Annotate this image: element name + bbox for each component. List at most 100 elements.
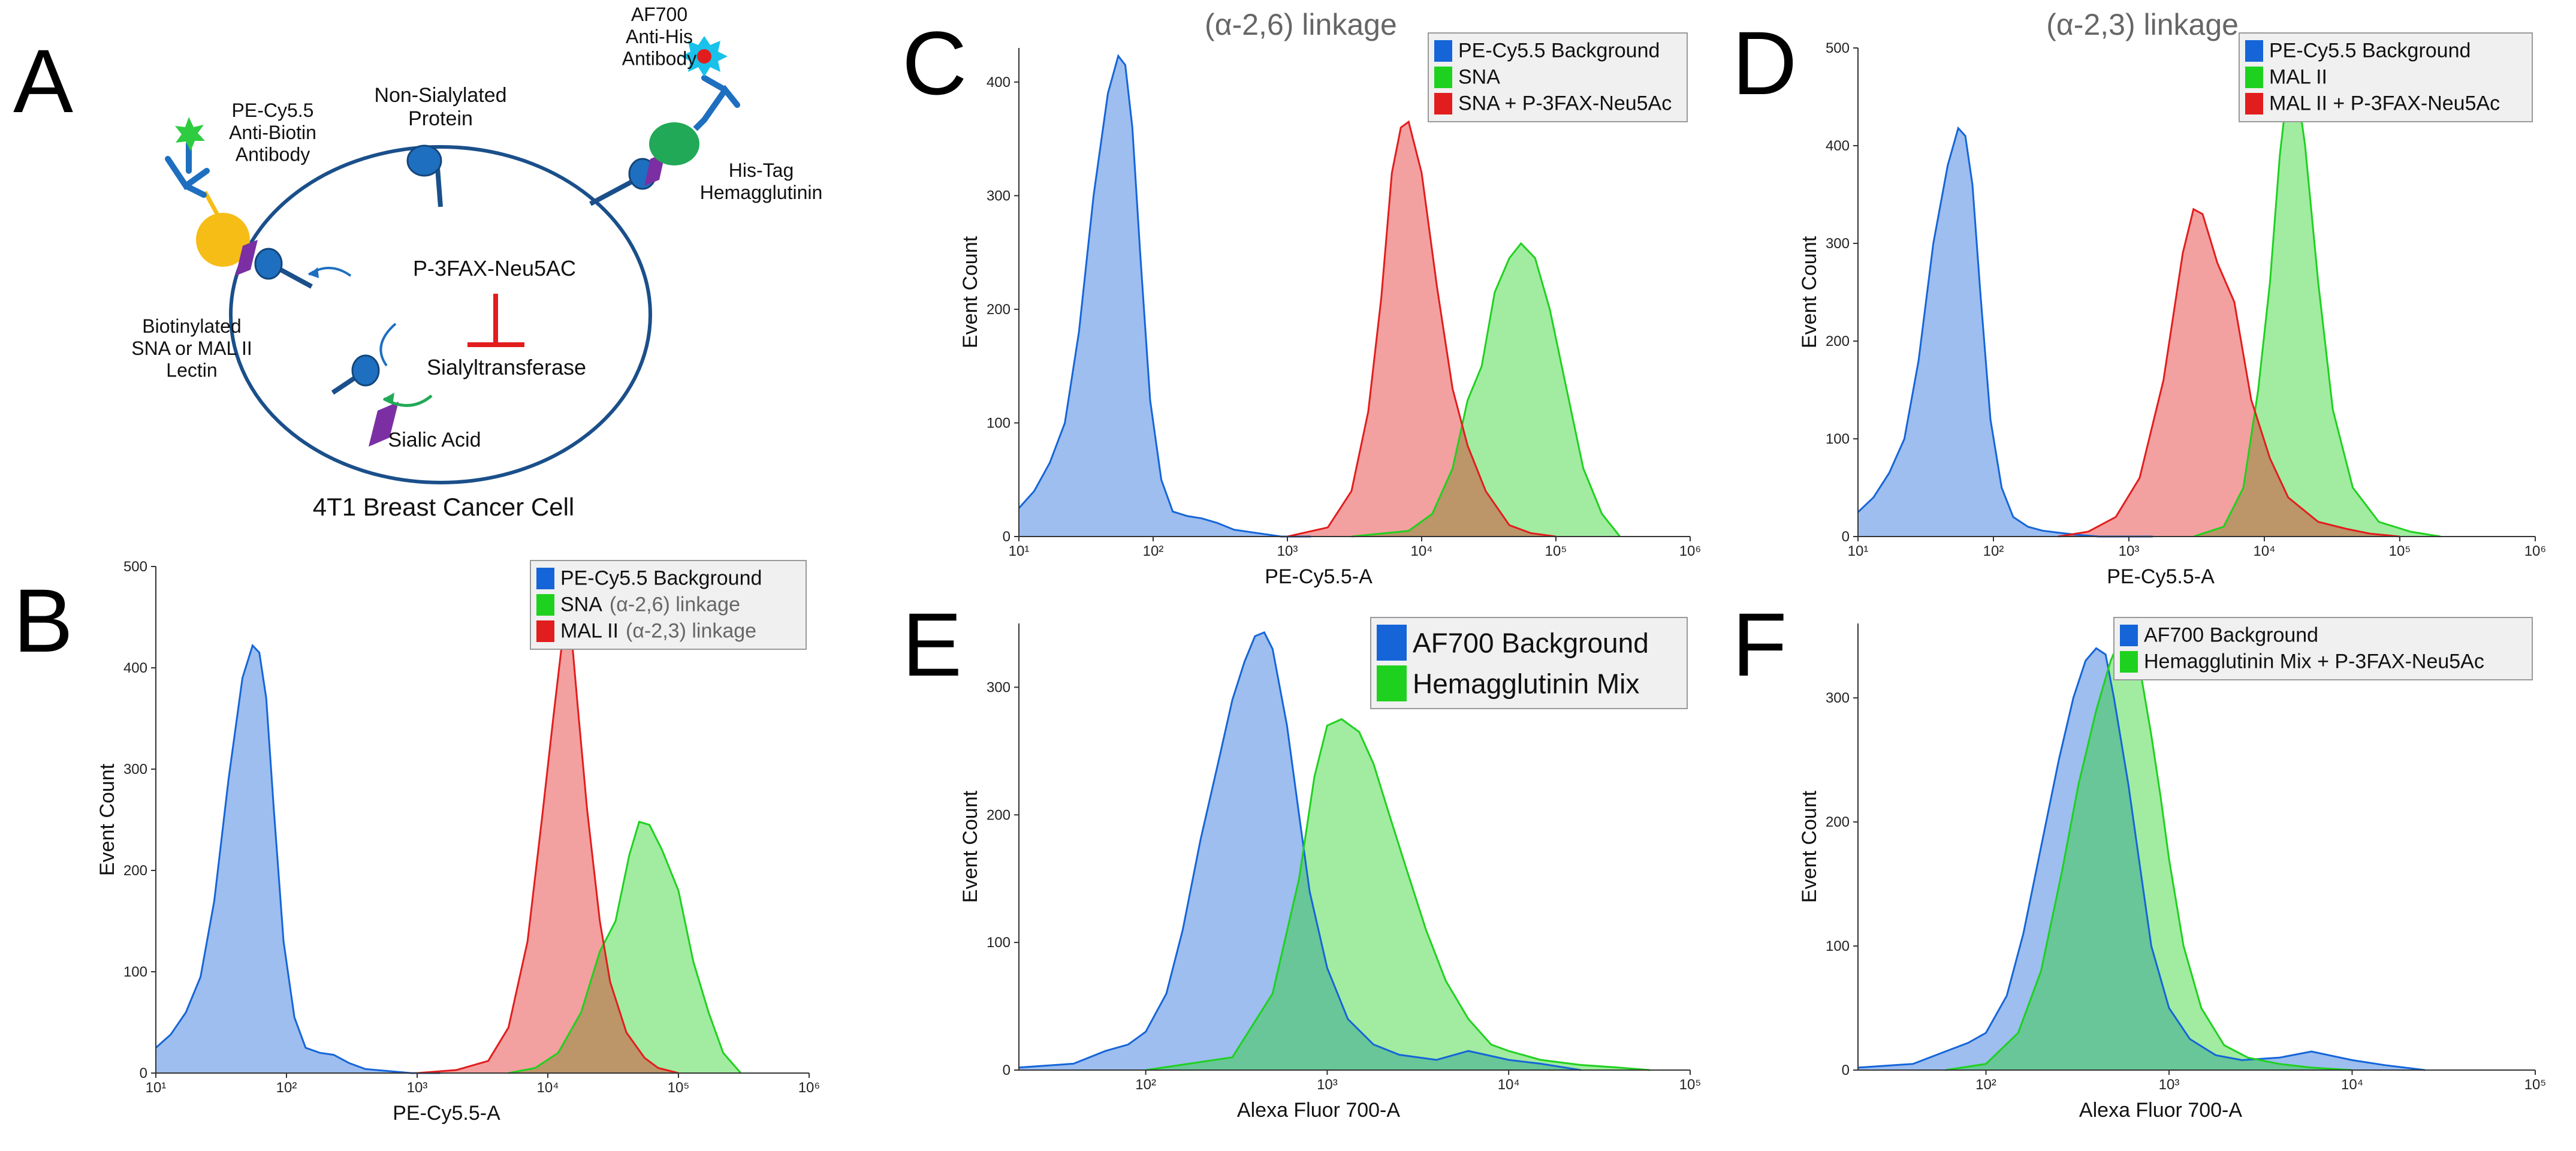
y-tick-label: 200	[1826, 333, 1850, 349]
series-line-1	[508, 821, 742, 1074]
chart-b: 0 100 200 300 400 500 10¹ 10² 10³ 10⁴ 10⁵ 10⁶ PE-Cy5…	[96, 559, 821, 1125]
legend-box	[1428, 32, 1688, 122]
legend-label-text: Hemagglutinin Mix	[1413, 668, 1639, 699]
chart-legend: PE-Cy5.5 Background SNA (α-2,6) linkage MAL…	[530, 560, 807, 650]
chart-legend: AF700 Background Hemagglutinin Mix + P-3F…	[2113, 617, 2533, 680]
legend-label-text: MAL II	[2269, 66, 2327, 89]
sialic-acid-inner-icon	[369, 402, 399, 447]
series-area-1	[1145, 719, 1650, 1070]
x-tick-label: 10³	[2159, 1077, 2180, 1093]
x-tick-label: 10⁶	[798, 1080, 821, 1096]
sialic-acid-left-icon	[236, 240, 258, 276]
y-axis-label: Event Count	[959, 790, 982, 903]
panel-letter-a: A	[13, 31, 74, 131]
legend-box	[1370, 617, 1688, 709]
sialylated-protein-inner-icon	[331, 354, 380, 395]
legend-swatch	[2120, 625, 2138, 646]
x-tick-label: 10³	[1317, 1077, 1338, 1093]
y-tick-label: 0	[1842, 529, 1850, 545]
x-tick-label: 10⁴	[2253, 543, 2275, 559]
y-tick-label: 300	[987, 188, 1011, 204]
x-tick-label: 10²	[276, 1080, 297, 1096]
y-tick-label: 0	[1003, 529, 1011, 545]
series-area-0	[1019, 632, 1581, 1070]
y-tick-label: 300	[1826, 236, 1850, 252]
series-area-0	[1019, 56, 1311, 537]
his-tag-label: His-Tag Hemagglutinin	[700, 159, 823, 203]
x-tick-label: 10⁴	[1498, 1077, 1520, 1093]
legend-label-text: Hemagglutinin Mix + P-3FAX-Neu5Ac	[2144, 650, 2484, 673]
legend-swatch	[2245, 40, 2263, 62]
series-line-1	[1145, 718, 1650, 1071]
panel-letter-e: E	[902, 594, 963, 695]
x-tick-label: 10²	[1135, 1077, 1156, 1093]
legend-swatch	[2120, 651, 2138, 673]
series-line-0	[1018, 54, 1311, 538]
legend-swatch	[536, 594, 554, 616]
af700-antibody-icon	[693, 75, 740, 131]
pe-antibody-icon	[165, 141, 210, 198]
legend-label-text: MAL II	[560, 620, 619, 643]
series-area-1	[508, 821, 741, 1073]
legend-label-text: PE-Cy5.5 Background	[1458, 40, 1660, 62]
legend-label-text: SNA	[1458, 66, 1500, 89]
af700-antibody-label: AF700 Anti-His Antibody	[622, 4, 697, 70]
series-area-1	[1945, 635, 2352, 1070]
x-tick-label: 10¹	[146, 1080, 167, 1096]
panel-letter-b: B	[13, 570, 74, 671]
legend-label: Hemagglutinin Mix	[1413, 668, 1639, 699]
y-tick-label: 200	[987, 302, 1011, 318]
y-axis-label: Event Count	[1798, 790, 1821, 903]
legend-label: MAL II	[2269, 66, 2327, 89]
legend-label-text: SNA + P-3FAX-Neu5Ac	[1458, 92, 1672, 115]
series-line-1	[1351, 242, 1621, 538]
y-tick-label: 100	[987, 415, 1011, 431]
y-tick-label: 200	[1826, 814, 1850, 830]
pe-antibody-label: PE-Cy5.5 Anti-Biotin Antibody	[229, 100, 316, 165]
x-axis-label: Alexa Fluor 700-A	[2079, 1099, 2242, 1122]
series-area-1	[2193, 77, 2441, 537]
legend-swatch	[1377, 665, 1407, 701]
legend-label-text: MAL II + P-3FAX-Neu5Ac	[2269, 92, 2500, 115]
legend-label: SNA	[1458, 66, 1500, 89]
series-area-2	[1287, 122, 1556, 537]
chart-title: (α-2,3) linkage	[2046, 8, 2239, 41]
x-tick-label: 10⁵	[668, 1080, 690, 1096]
legend-swatch	[2245, 67, 2263, 88]
legend-label-text: SNA	[560, 593, 602, 616]
sialylated-protein-left-icon	[254, 248, 313, 289]
non-sialylated-protein-icon	[406, 144, 443, 207]
y-tick-label: 100	[987, 935, 1011, 951]
y-tick-label: 0	[1003, 1062, 1011, 1078]
transfer-arrowhead-icon	[384, 393, 394, 405]
hemagglutinin-icon	[649, 122, 699, 165]
panel-letter-d: D	[1732, 13, 1797, 113]
y-axis-label: Event Count	[1798, 236, 1821, 348]
y-tick-label: 100	[1826, 938, 1850, 954]
panel-letter-c: C	[902, 13, 967, 113]
chart-d: 0 100 200 300 400 500 10¹ 10² 10³ 10⁴ 10⁵ 10⁶ PE-Cy5…	[1798, 8, 2547, 588]
sialic-acid-label: Sialic Acid	[388, 429, 481, 451]
y-tick-label: 300	[1826, 690, 1850, 706]
x-tick-label: 10⁴	[2341, 1077, 2363, 1093]
chart-legend: AF700 Background Hemagglutinin Mix	[1370, 617, 1688, 709]
x-tick-label: 10⁴	[1410, 543, 1432, 559]
chart-e: 0 100 200 300 10² 10³ 10⁴ 10⁵ Alexa Fluor 700-A E…	[959, 617, 1701, 1122]
legend-label: PE-Cy5.5 Background	[560, 567, 762, 590]
x-tick-label: 10⁶	[2524, 543, 2547, 559]
series-line-2	[1287, 120, 1557, 538]
y-tick-label: 500	[123, 559, 147, 575]
x-tick-label: 10¹	[1009, 543, 1030, 559]
y-tick-label: 100	[1826, 431, 1850, 447]
legend-box	[2113, 617, 2533, 680]
chart-legend: PE-Cy5.5 Background MAL II MAL II + P-3FAX…	[2239, 32, 2533, 122]
x-tick-label: 10⁶	[1679, 543, 1702, 559]
series-line-0	[1857, 647, 2426, 1071]
legend-label: MAL II (α-2,3) linkage	[560, 620, 756, 643]
y-tick-label: 200	[123, 863, 147, 879]
x-tick-label: 10⁵	[2524, 1077, 2547, 1093]
x-tick-label: 10³	[2119, 543, 2140, 559]
y-tick-label: 500	[1826, 40, 1850, 56]
export-arrow-inner-icon	[379, 323, 397, 367]
y-axis-label: Event Count	[96, 763, 119, 876]
